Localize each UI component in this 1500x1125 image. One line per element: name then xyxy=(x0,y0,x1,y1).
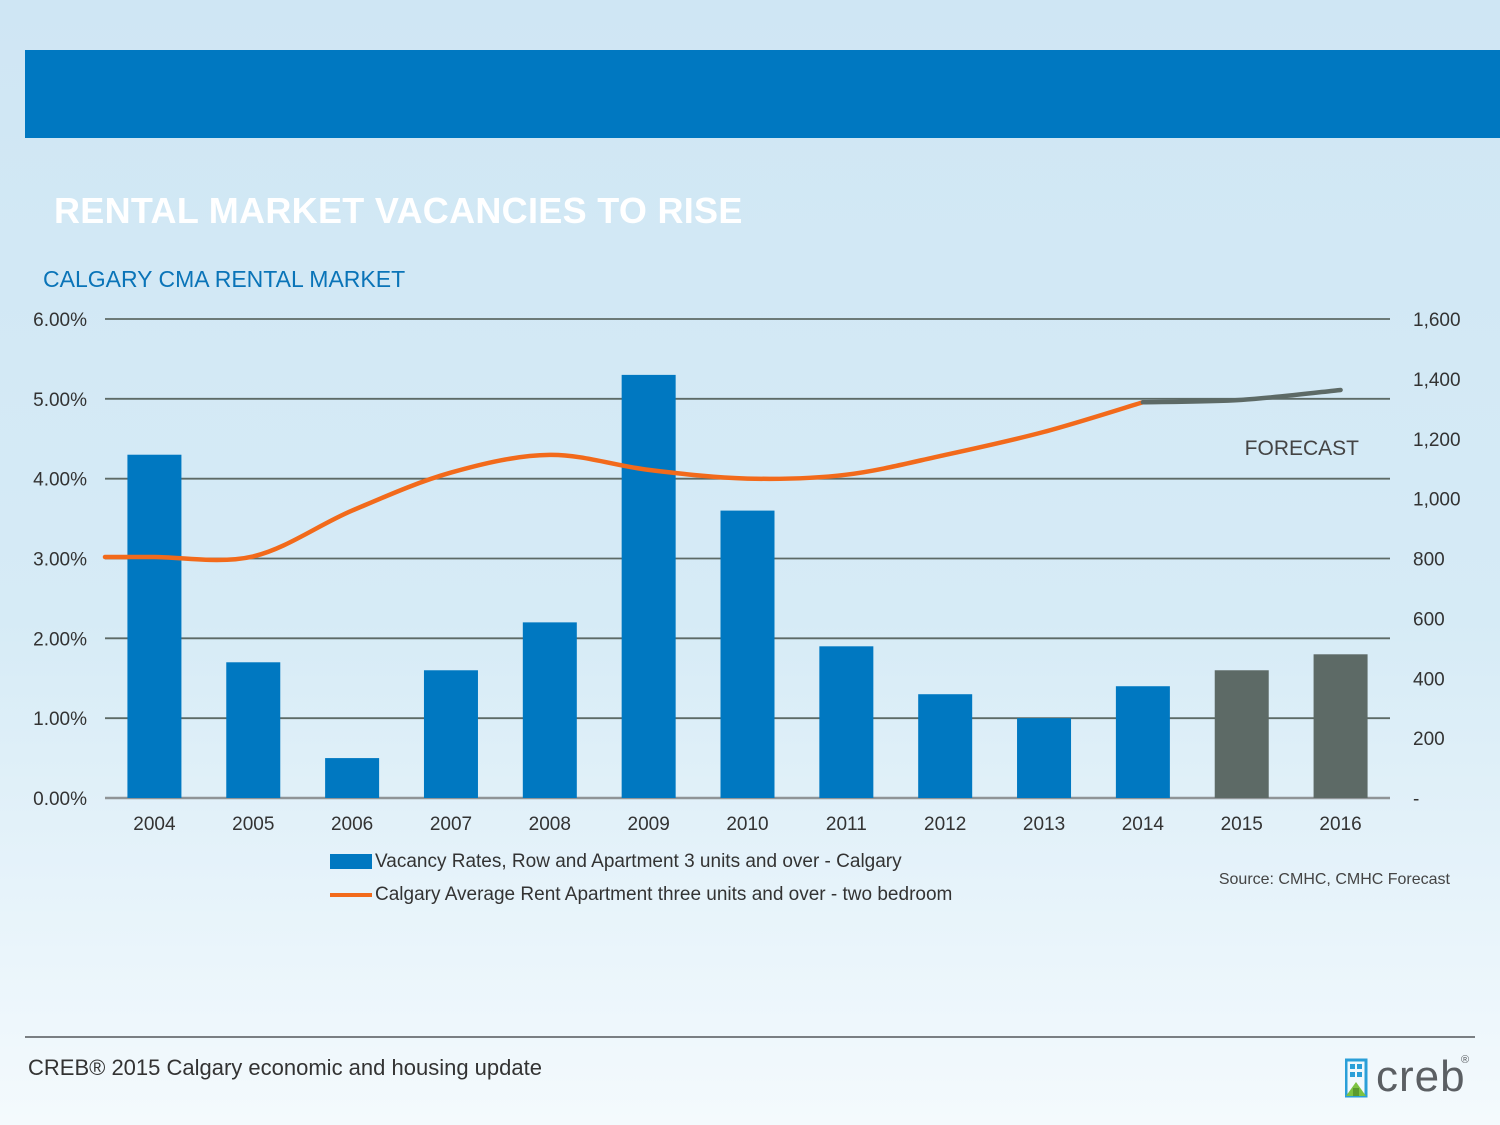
right-tick-label: 600 xyxy=(1413,609,1445,630)
x-tick-label: 2013 xyxy=(1023,814,1065,835)
x-tick-label: 2006 xyxy=(331,814,373,835)
vacancy-bar xyxy=(325,758,380,798)
left-axis-ticks: 0.00% 1.00% 2.00% 3.00% 4.00% 5.00% 6.00% xyxy=(33,310,87,810)
logo-registered-mark: ® xyxy=(1461,1054,1470,1066)
left-tick-label: 1.00% xyxy=(33,709,87,730)
left-tick-label: 5.00% xyxy=(33,390,87,411)
vacancy-bar xyxy=(1214,670,1269,798)
rent-line-actual xyxy=(102,399,1146,563)
header-banner xyxy=(25,50,1500,138)
chart-legend: Vacancy Rates, Row and Apartment 3 units… xyxy=(330,845,952,911)
right-tick-label: 200 xyxy=(1413,729,1445,750)
forecast-annotation: FORECAST xyxy=(1245,437,1360,460)
vacancy-bar xyxy=(127,454,182,798)
x-axis-ticks: 2004 2005 2006 2007 2008 2009 2010 2011 2012 2013… xyxy=(133,814,1361,835)
legend-swatch-bar xyxy=(330,854,372,869)
right-tick-label: 800 xyxy=(1413,550,1445,571)
footer-text: CREB® 2015 Calgary economic and housing … xyxy=(28,1055,542,1080)
x-tick-label: 2016 xyxy=(1319,814,1361,835)
right-tick-label: 1,200 xyxy=(1413,430,1461,451)
vacancy-bar xyxy=(522,622,577,798)
logo-wordmark: creb xyxy=(1376,1052,1466,1101)
x-tick-label: 2010 xyxy=(726,814,768,835)
x-tick-label: 2015 xyxy=(1221,814,1263,835)
x-tick-label: 2009 xyxy=(628,814,670,835)
left-tick-label: 3.00% xyxy=(33,550,87,571)
right-tick-label: 1,600 xyxy=(1413,310,1461,331)
legend-label-rent: Calgary Average Rent Apartment three uni… xyxy=(375,883,953,905)
legend-label-vacancy: Vacancy Rates, Row and Apartment 3 units… xyxy=(375,850,902,872)
source-note: Source: CMHC, CMHC Forecast xyxy=(1218,871,1450,888)
x-tick-label: 2004 xyxy=(133,814,176,835)
bars xyxy=(127,374,1368,798)
legend-swatch-line xyxy=(330,892,372,897)
slide-title: RENTAL MARKET VACANCIES TO RISE xyxy=(54,190,743,231)
right-tick-label: 400 xyxy=(1413,669,1445,690)
left-tick-label: 2.00% xyxy=(33,629,87,650)
vacancy-bar xyxy=(621,374,676,798)
chart: 0.00% 1.00% 2.00% 3.00% 4.00% 5.00% 6.00% - 200… xyxy=(33,310,1461,835)
vacancy-bar xyxy=(918,694,973,798)
vacancy-bar xyxy=(1115,686,1170,798)
vacancy-bar xyxy=(423,670,478,798)
vacancy-bar xyxy=(226,662,281,798)
x-tick-label: 2008 xyxy=(529,814,571,835)
x-tick-label: 2005 xyxy=(232,814,274,835)
left-tick-label: 0.00% xyxy=(33,789,87,810)
vacancy-bar xyxy=(1313,654,1368,798)
rent-line xyxy=(102,387,1343,563)
right-tick-label: - xyxy=(1413,789,1419,810)
creb-logo: creb ® xyxy=(1345,1052,1475,1102)
x-tick-label: 2014 xyxy=(1122,814,1165,835)
vacancy-bar xyxy=(1017,718,1072,798)
x-tick-label: 2012 xyxy=(924,814,966,835)
legend-item-vacancy: Vacancy Rates, Row and Apartment 3 units… xyxy=(330,845,952,878)
left-tick-label: 4.00% xyxy=(33,470,87,491)
left-tick-label: 6.00% xyxy=(33,310,87,331)
legend-item-rent: Calgary Average Rent Apartment three uni… xyxy=(330,878,952,911)
building-icon xyxy=(1345,1058,1368,1098)
chart-subtitle: CALGARY CMA RENTAL MARKET xyxy=(43,266,406,292)
right-axis-ticks: - 200 400 600 800 1,000 1,200 1,400 1,600 xyxy=(1413,310,1461,810)
x-tick-label: 2007 xyxy=(430,814,472,835)
right-tick-label: 1,400 xyxy=(1413,370,1461,391)
vacancy-bar xyxy=(720,510,775,798)
rent-line-forecast xyxy=(1140,387,1343,405)
x-tick-label: 2011 xyxy=(826,814,867,835)
footer-divider xyxy=(25,1036,1475,1038)
vacancy-bar xyxy=(819,646,874,798)
right-tick-label: 1,000 xyxy=(1413,490,1461,511)
